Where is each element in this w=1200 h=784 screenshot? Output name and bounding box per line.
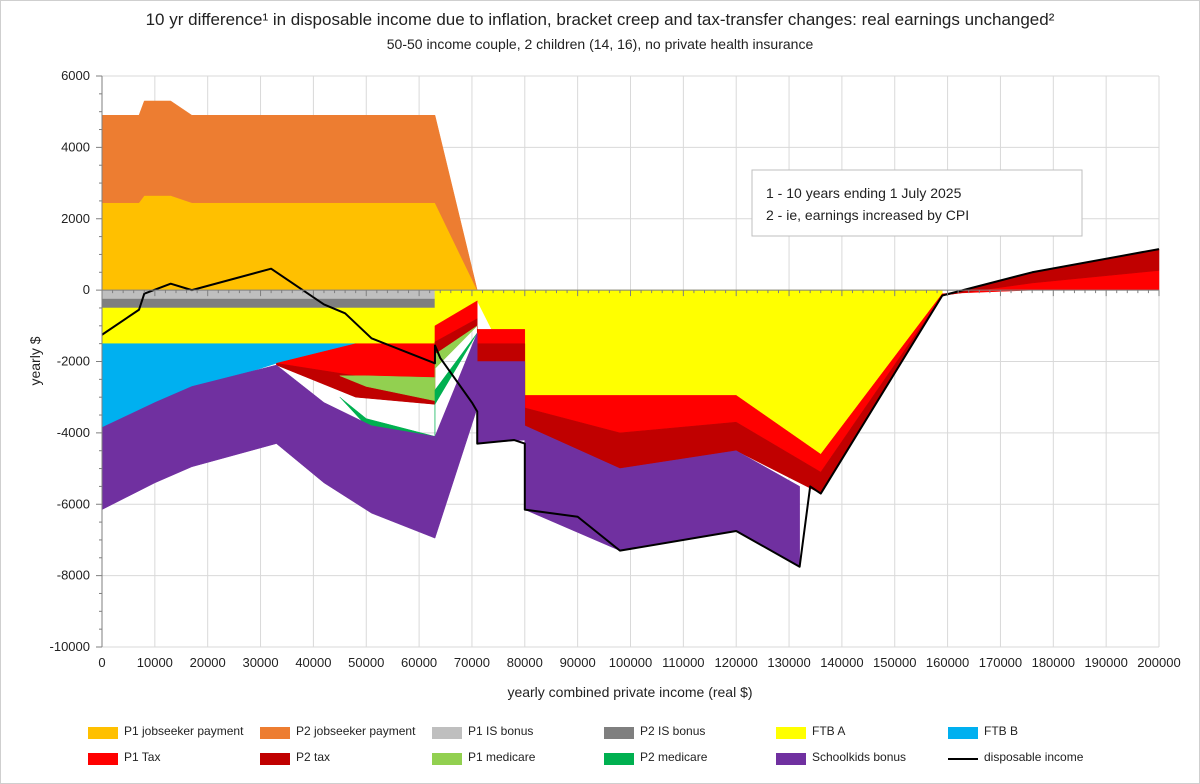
x-tick-label-15: 150000 — [873, 655, 916, 670]
x-tick-label-7: 70000 — [454, 655, 490, 670]
line-disposable-income — [101, 248, 1160, 568]
x-tick-label-3: 30000 — [242, 655, 278, 670]
y-tick-labels: -10000 -8000 -6000 -4000 -2000 0 2000 4000 6000 — [50, 68, 90, 654]
x-axis-label: yearly combined private income (real $) — [507, 684, 752, 700]
legend-swatch — [604, 753, 634, 765]
x-tick-label-13: 130000 — [767, 655, 810, 670]
x-tick-label-8: 80000 — [507, 655, 543, 670]
y-tick-label-0: -10000 — [50, 639, 90, 654]
annotation-box: 1 - 10 years ending 1 July 2025 2 - ie, … — [751, 169, 1083, 237]
y-tick-label-2: -6000 — [57, 496, 90, 511]
y-tick-label-4: -2000 — [57, 354, 90, 369]
area-p1-jobseeker-payment — [101, 195, 478, 291]
y-tick-label-6: 2000 — [61, 211, 90, 226]
legend-label: P2 IS bonus — [640, 724, 706, 738]
legend-swatch — [88, 727, 118, 739]
area-series — [101, 100, 1160, 568]
x-tick-label-5: 50000 — [348, 655, 384, 670]
legend-swatch — [88, 753, 118, 765]
x-tick-label-0: 0 — [98, 655, 105, 670]
legend-label: P1 jobseeker payment — [124, 724, 244, 738]
annotation-line-2: 2 - ie, earnings increased by CPI — [766, 207, 969, 223]
legend-swatch — [604, 727, 634, 739]
legend-label: P2 tax — [296, 750, 331, 764]
legend-swatch — [432, 727, 462, 739]
legend-label: P1 medicare — [468, 750, 536, 764]
x-tick-label-10: 100000 — [609, 655, 652, 670]
x-tick-label-1: 10000 — [137, 655, 173, 670]
x-tick-label-18: 180000 — [1032, 655, 1075, 670]
legend-swatch — [948, 758, 978, 760]
legend-label: disposable income — [984, 750, 1084, 764]
legend-swatch — [776, 727, 806, 739]
x-tick-label-6: 60000 — [401, 655, 437, 670]
chart-svg: 0 10000 20000 30000 40000 50000 60000 70000 8000… — [27, 68, 1181, 700]
legend-label: P2 jobseeker payment — [296, 724, 416, 738]
x-tick-label-2: 20000 — [190, 655, 226, 670]
axes — [96, 75, 1160, 648]
y-tick-label-7: 4000 — [61, 139, 90, 154]
annotation-line-1: 1 - 10 years ending 1 July 2025 — [766, 185, 962, 201]
y-tick-label-8: 6000 — [61, 68, 90, 83]
legend-swatch — [432, 753, 462, 765]
y-tick-label-5: 0 — [83, 282, 90, 297]
x-tick-label-17: 170000 — [979, 655, 1022, 670]
legend-label: FTB B — [984, 724, 1019, 738]
legend-swatch — [776, 753, 806, 765]
y-tick-label-3: -4000 — [57, 425, 90, 440]
legend-swatch — [948, 727, 978, 739]
area-p2-jobseeker-payment — [101, 100, 478, 291]
chart-title: 10 yr difference¹ in disposable income d… — [145, 10, 1055, 29]
line-series — [101, 248, 1160, 568]
x-tick-label-14: 140000 — [820, 655, 863, 670]
legend-swatch — [260, 727, 290, 739]
x-tick-label-11: 110000 — [662, 655, 704, 670]
area-p1-medicare — [339, 325, 478, 402]
legend-label: Schoolkids bonus — [812, 750, 907, 764]
legend-swatch — [260, 753, 290, 765]
x-tick-label-9: 90000 — [560, 655, 596, 670]
chart-subtitle: 50-50 income couple, 2 children (14, 16)… — [386, 36, 814, 52]
area-p2-is-bonus — [101, 298, 436, 309]
legend-label: FTB A — [812, 724, 846, 738]
x-tick-label-19: 190000 — [1084, 655, 1127, 670]
x-tick-label-16: 160000 — [926, 655, 969, 670]
legend-label: P1 IS bonus — [468, 724, 534, 738]
x-tick-label-12: 120000 — [715, 655, 758, 670]
x-tick-label-4: 40000 — [295, 655, 331, 670]
y-tick-label-1: -8000 — [57, 568, 90, 583]
x-tick-labels: 0 10000 20000 30000 40000 50000 60000 70000 8000… — [98, 655, 1180, 670]
legend-label: P2 medicare — [640, 750, 708, 764]
x-tick-label-20: 200000 — [1137, 655, 1180, 670]
legend-label: P1 Tax — [124, 750, 161, 764]
y-axis-label: yearly $ — [27, 336, 43, 385]
